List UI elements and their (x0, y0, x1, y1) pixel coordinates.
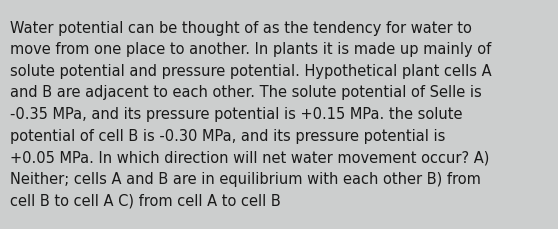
Text: Water potential can be thought of as the tendency for water to
move from one pla: Water potential can be thought of as the… (10, 21, 492, 208)
